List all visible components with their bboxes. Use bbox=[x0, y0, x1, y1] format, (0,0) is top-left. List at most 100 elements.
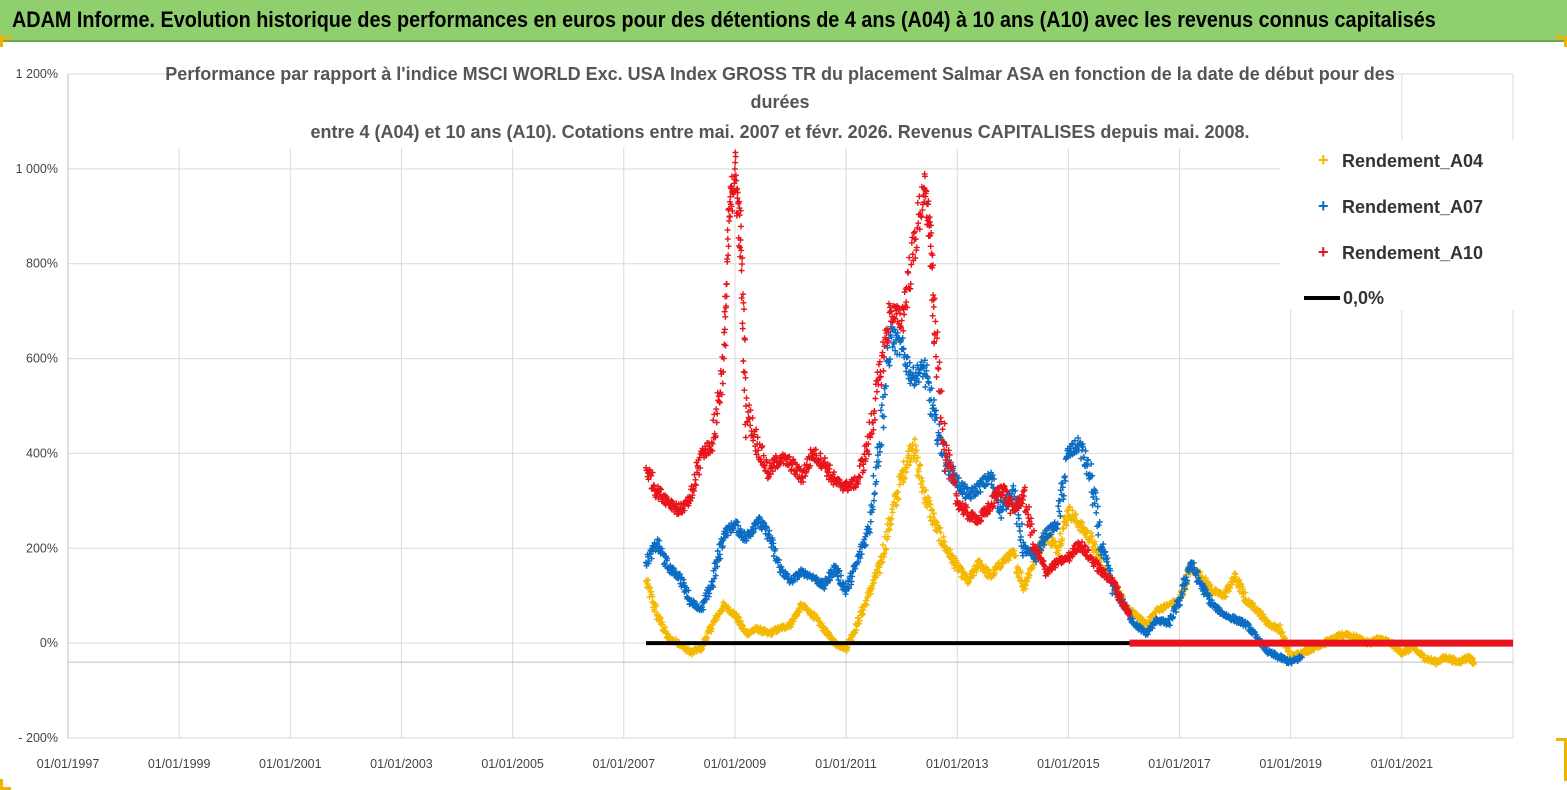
data-point bbox=[749, 414, 756, 421]
data-point bbox=[1081, 542, 1088, 549]
data-point bbox=[826, 462, 833, 469]
data-point bbox=[903, 469, 910, 475]
x-tick-label: 01/01/2017 bbox=[1148, 757, 1211, 771]
data-point bbox=[712, 433, 719, 440]
data-point bbox=[1016, 528, 1023, 534]
data-point bbox=[1015, 515, 1022, 522]
data-point bbox=[929, 252, 936, 259]
legend-marker-a04: + bbox=[1318, 150, 1329, 170]
data-point bbox=[772, 545, 779, 552]
data-point bbox=[925, 495, 932, 501]
data-point bbox=[790, 456, 797, 463]
data-point bbox=[978, 517, 984, 524]
data-point bbox=[885, 338, 891, 345]
data-point bbox=[1026, 572, 1033, 579]
data-point bbox=[912, 255, 919, 262]
data-point bbox=[1084, 462, 1091, 469]
data-point bbox=[903, 299, 910, 306]
data-point bbox=[1005, 557, 1012, 564]
data-point bbox=[886, 527, 893, 533]
data-point bbox=[907, 369, 914, 376]
data-point bbox=[881, 550, 888, 557]
data-point bbox=[755, 447, 762, 454]
data-point bbox=[693, 482, 699, 489]
data-point bbox=[1208, 597, 1215, 604]
data-point bbox=[892, 347, 899, 354]
data-point bbox=[728, 183, 735, 190]
data-point bbox=[876, 570, 883, 576]
data-point bbox=[1017, 533, 1024, 540]
data-point bbox=[933, 353, 939, 360]
data-point bbox=[907, 280, 914, 287]
data-point bbox=[901, 289, 908, 295]
data-point bbox=[881, 354, 887, 360]
data-point bbox=[862, 455, 869, 462]
data-point bbox=[714, 410, 721, 417]
data-point bbox=[676, 570, 683, 577]
data-point bbox=[905, 452, 912, 459]
data-point bbox=[1020, 539, 1027, 546]
data-point bbox=[819, 578, 826, 585]
data-point bbox=[867, 590, 874, 597]
data-point bbox=[694, 600, 700, 607]
x-tick-label: 01/01/2001 bbox=[259, 757, 322, 771]
data-point bbox=[904, 304, 911, 311]
data-point bbox=[1223, 593, 1229, 600]
data-point bbox=[901, 475, 908, 482]
data-point bbox=[766, 527, 773, 534]
data-point bbox=[925, 198, 932, 205]
x-tick-label: 01/01/1999 bbox=[148, 757, 211, 771]
data-point bbox=[761, 462, 768, 469]
data-point bbox=[987, 508, 994, 515]
data-point bbox=[1057, 513, 1064, 519]
data-point bbox=[889, 509, 896, 516]
data-point bbox=[880, 367, 887, 374]
data-point bbox=[873, 478, 880, 485]
data-point bbox=[720, 355, 727, 362]
x-tick-label: 01/01/2009 bbox=[704, 757, 767, 771]
data-point bbox=[915, 379, 922, 385]
data-point bbox=[856, 462, 863, 469]
data-point bbox=[740, 622, 746, 629]
data-point bbox=[913, 458, 920, 465]
legend-marker-a07: + bbox=[1318, 196, 1329, 216]
data-point bbox=[869, 506, 876, 513]
data-point bbox=[888, 334, 895, 341]
data-point bbox=[1081, 524, 1087, 531]
data-point bbox=[911, 381, 918, 388]
data-point bbox=[740, 368, 747, 375]
data-point bbox=[906, 359, 913, 366]
data-point bbox=[952, 480, 959, 487]
data-point bbox=[929, 312, 936, 319]
data-point bbox=[1179, 582, 1186, 589]
data-point bbox=[894, 329, 901, 336]
data-point bbox=[1066, 503, 1073, 510]
data-point bbox=[763, 458, 770, 465]
data-point bbox=[930, 303, 937, 310]
data-point bbox=[1019, 552, 1026, 559]
data-point bbox=[876, 564, 883, 571]
data-point bbox=[1177, 602, 1183, 608]
data-point bbox=[736, 198, 743, 205]
data-point bbox=[1031, 561, 1037, 568]
data-point bbox=[722, 313, 729, 320]
x-tick-label: 01/01/2005 bbox=[481, 757, 544, 771]
data-point bbox=[734, 189, 741, 196]
data-point bbox=[1178, 595, 1185, 601]
data-point bbox=[1059, 535, 1066, 542]
data-point bbox=[1173, 609, 1179, 615]
data-point bbox=[1310, 647, 1317, 654]
data-point bbox=[721, 308, 728, 315]
data-point bbox=[900, 479, 907, 486]
data-point bbox=[945, 447, 952, 454]
x-tick-label: 01/01/2013 bbox=[926, 757, 989, 771]
data-point bbox=[1012, 552, 1019, 559]
data-point bbox=[914, 199, 921, 206]
data-point bbox=[717, 555, 724, 562]
data-point bbox=[1089, 532, 1096, 539]
data-point bbox=[917, 461, 924, 468]
data-point bbox=[870, 579, 877, 586]
data-point bbox=[746, 415, 753, 422]
data-point bbox=[984, 480, 991, 487]
legend-bg bbox=[1280, 140, 1515, 310]
